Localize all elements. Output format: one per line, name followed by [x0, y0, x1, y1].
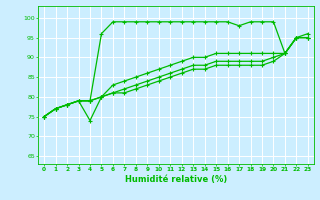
X-axis label: Humidité relative (%): Humidité relative (%): [125, 175, 227, 184]
